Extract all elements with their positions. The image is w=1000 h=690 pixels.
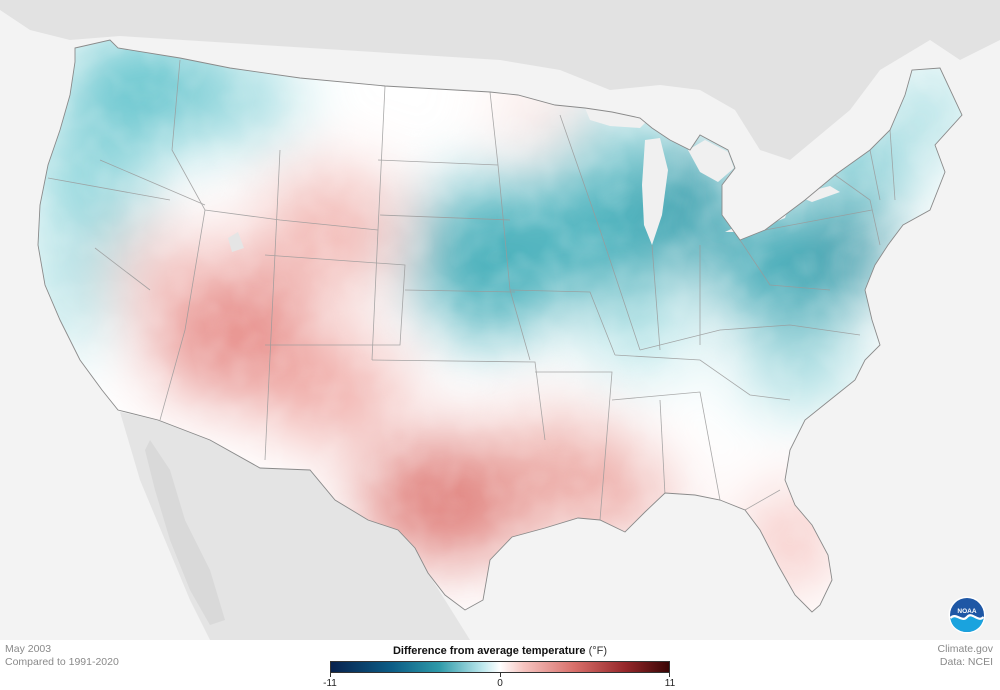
footer: May 2003 Compared to 1991-2020 Differenc…	[0, 640, 1000, 690]
credit-data: Data: NCEI	[939, 656, 993, 668]
great-salt-lake	[228, 232, 244, 252]
map-baseline: Compared to 1991-2020	[5, 656, 119, 668]
legend-mid-label: 0	[497, 678, 503, 689]
map-credits: Climate.gov Data: NCEI	[938, 643, 993, 669]
legend-tick-mid	[500, 673, 501, 677]
map-period-info: May 2003 Compared to 1991-2020	[5, 643, 119, 669]
legend-colorbar	[330, 661, 670, 673]
state-borders	[47, 59, 896, 521]
canada-landmass	[0, 0, 1000, 160]
legend-title-text: Difference from average temperature	[392, 645, 586, 657]
baja-peninsula	[145, 440, 225, 625]
legend-title: Difference from average temperature (°F)	[330, 645, 670, 657]
credit-site: Climate.gov	[937, 643, 993, 655]
map-period: May 2003	[5, 643, 52, 655]
map-canvas	[0, 0, 1000, 640]
legend-max-label: 11	[664, 678, 676, 689]
legend-units: (°F)	[588, 645, 608, 657]
surrounding-land	[0, 0, 1000, 640]
noaa-logo: NOAA	[948, 596, 986, 634]
noaa-logo-text: NOAA	[957, 608, 976, 615]
legend-tick-min	[330, 673, 331, 677]
legend-tick-max	[669, 673, 670, 677]
legend-min-label: -11	[323, 678, 337, 689]
anomaly-map: NOAA	[0, 0, 1000, 640]
